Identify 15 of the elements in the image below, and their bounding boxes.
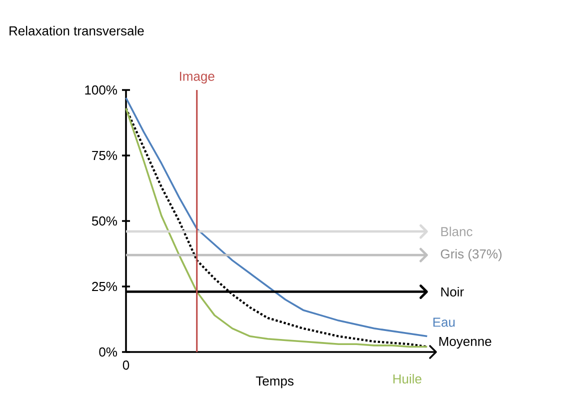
y-tick-label: 100%: [85, 85, 117, 95]
x-axis-title: Temps: [256, 376, 294, 388]
text: 0: [122, 360, 130, 370]
ref-line-label: Gris (37%): [440, 249, 502, 262]
y-tick-label: 0%: [99, 347, 117, 357]
y-axis-title: Relaxation transversale: [10, 26, 144, 36]
text: Huile: [393, 374, 422, 384]
y-tick-label: 50%: [92, 216, 117, 226]
series-label: Eau: [433, 318, 455, 327]
y-tick-label: 25%: [92, 282, 117, 292]
ref-line-label: Noir: [441, 286, 464, 297]
series-label: Moyenne: [439, 336, 492, 349]
text: Image: [180, 72, 214, 84]
ref-line-label: Blanc: [441, 226, 472, 236]
y-tick-label: 75%: [92, 150, 117, 160]
